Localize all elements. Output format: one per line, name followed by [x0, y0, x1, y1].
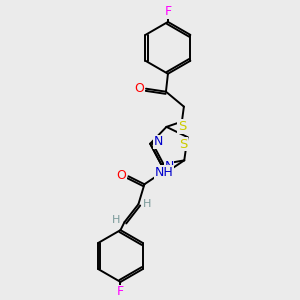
Text: F: F	[164, 5, 172, 19]
Text: S: S	[178, 120, 186, 133]
Text: H: H	[143, 199, 152, 209]
Text: H: H	[112, 215, 121, 225]
Text: O: O	[134, 82, 144, 95]
Text: NH: NH	[155, 166, 174, 179]
Text: N: N	[154, 135, 163, 148]
Text: S: S	[179, 138, 188, 151]
Text: F: F	[117, 285, 124, 298]
Text: N: N	[164, 160, 174, 173]
Text: O: O	[116, 169, 126, 182]
